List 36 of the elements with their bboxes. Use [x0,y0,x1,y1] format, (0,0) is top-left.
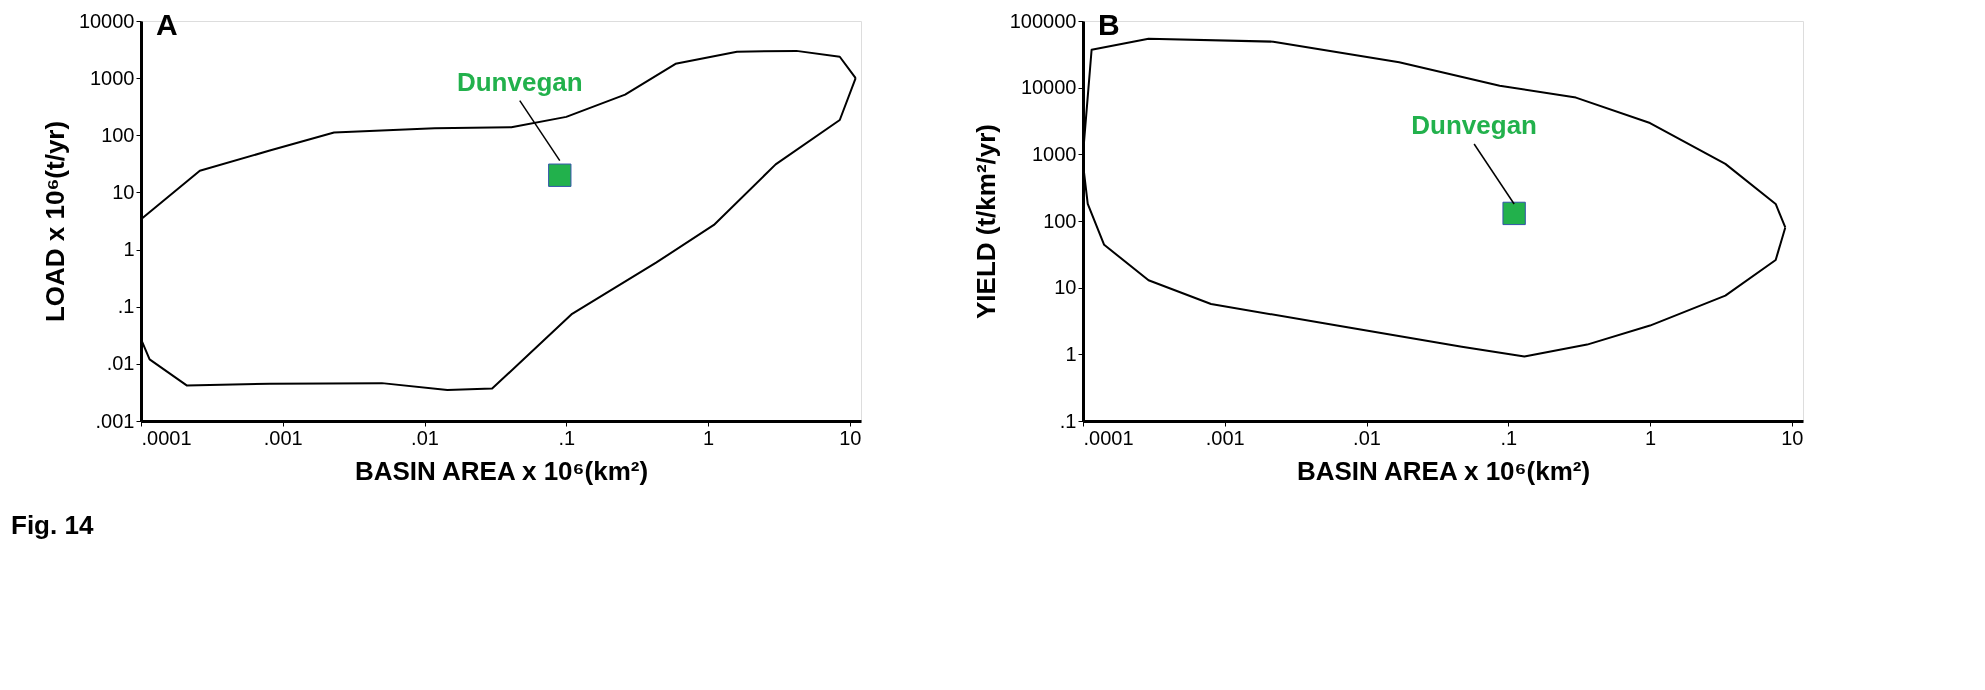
x-axis-title: BASIN AREA x 10⁶(km²) [1296,455,1591,486]
y-axis-title: LOAD x 10⁶(t/yr) [39,120,70,323]
x-tick-label: 10 [1781,426,1804,449]
y-tick-label: 10 [112,180,135,203]
y-tick-label: .1 [117,295,135,318]
y-tick-label: 1000 [1032,142,1077,165]
chart-title: B [1098,8,1120,41]
y-tick-label: .01 [106,352,135,375]
x-tick-label: .01 [1353,426,1381,449]
y-tick-label: 100 [1043,209,1077,232]
y-tick-label: 1 [123,238,135,261]
x-tick-label: .0001 [141,426,192,449]
x-tick-label: .1 [1500,426,1518,449]
x-axis-title: BASIN AREA x 10⁶(km²) [354,455,649,486]
y-tick-label: .001 [95,409,135,432]
y-tick-label: 1000 [90,66,135,89]
annotation: Dunvegan [456,66,583,97]
y-tick-label: 10000 [1020,76,1077,99]
x-tick-label: .001 [263,426,303,449]
annotation: Dunvegan [1411,109,1537,140]
y-tick-label: 100000 [1009,9,1077,32]
x-tick-label: .01 [411,426,439,449]
y-tick-label: 10000 [78,9,135,32]
y-axis-title: YIELD (t/km²/yr) [970,123,1001,320]
x-tick-label: 1 [702,426,715,449]
chart-title: A [156,8,178,41]
y-tick-label: .1 [1059,409,1077,432]
y-tick-label: 10 [1054,276,1077,299]
x-tick-label: .0001 [1083,426,1134,449]
x-tick-label: .001 [1205,426,1245,449]
x-tick-label: 10 [839,426,862,449]
caption: Fig. 14 [11,510,94,540]
y-tick-label: 1 [1065,342,1077,365]
y-tick-label: 100 [101,123,135,146]
x-tick-label: 1 [1644,426,1657,449]
x-tick-label: .1 [558,426,576,449]
